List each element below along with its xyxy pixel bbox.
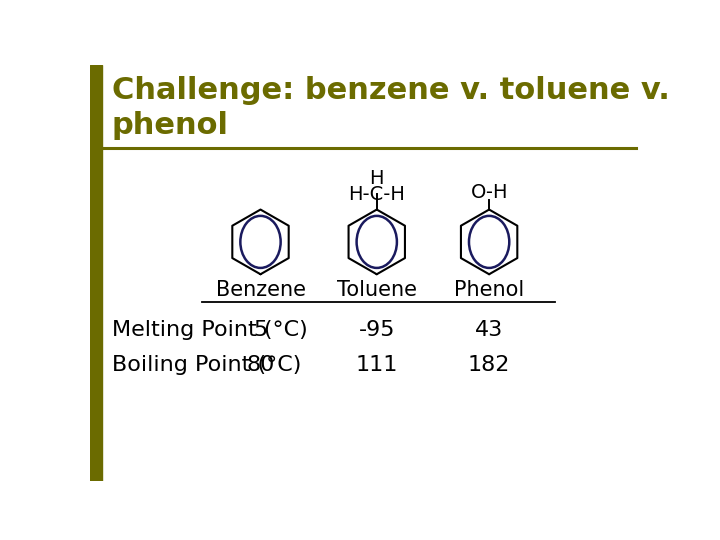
Text: 111: 111 xyxy=(356,355,398,375)
Text: H-C-H: H-C-H xyxy=(348,185,405,204)
Text: Benzene: Benzene xyxy=(215,280,305,300)
Text: -95: -95 xyxy=(359,320,395,340)
Text: Challenge: benzene v. toluene v.: Challenge: benzene v. toluene v. xyxy=(112,76,670,105)
Text: 5: 5 xyxy=(253,320,268,340)
Text: Melting Point (°C): Melting Point (°C) xyxy=(112,320,307,340)
Text: Boiling Point (°C): Boiling Point (°C) xyxy=(112,355,301,375)
Text: phenol: phenol xyxy=(112,111,229,140)
Text: Toluene: Toluene xyxy=(337,280,417,300)
Text: 182: 182 xyxy=(468,355,510,375)
Text: 43: 43 xyxy=(475,320,503,340)
Text: O-H: O-H xyxy=(470,183,508,202)
Text: Phenol: Phenol xyxy=(454,280,524,300)
Text: H: H xyxy=(369,169,384,188)
Bar xyxy=(90,65,102,481)
Text: 80: 80 xyxy=(246,355,275,375)
